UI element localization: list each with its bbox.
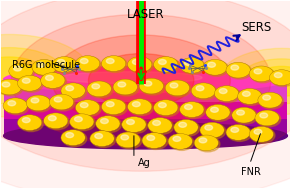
Circle shape [165,80,189,96]
Circle shape [155,58,179,74]
Circle shape [22,118,30,123]
Circle shape [155,101,179,117]
Circle shape [122,117,146,132]
Bar [3,96,288,99]
Bar [3,130,288,133]
Circle shape [154,100,178,115]
Circle shape [113,79,137,95]
Circle shape [260,113,268,118]
Circle shape [249,66,274,82]
Circle shape [199,138,207,143]
Bar [3,108,288,110]
Bar [3,91,288,94]
Circle shape [204,60,229,76]
Ellipse shape [0,34,92,117]
Circle shape [61,83,85,99]
Circle shape [91,132,116,148]
Circle shape [92,84,100,89]
Circle shape [45,114,69,130]
Circle shape [0,79,22,95]
Circle shape [205,125,213,130]
Circle shape [219,88,227,94]
Circle shape [54,97,62,102]
Circle shape [170,83,178,88]
Circle shape [249,126,274,142]
Circle shape [103,100,127,116]
Circle shape [153,120,160,125]
Circle shape [256,111,281,127]
Circle shape [242,91,250,96]
Circle shape [54,58,78,74]
Text: LASER: LASER [127,8,164,21]
Circle shape [258,92,282,108]
Circle shape [193,84,217,100]
Circle shape [37,62,45,67]
Circle shape [118,82,126,87]
Circle shape [80,103,88,108]
Ellipse shape [0,48,66,104]
Circle shape [117,133,142,149]
Circle shape [88,82,113,98]
Circle shape [132,102,140,107]
Circle shape [181,103,205,119]
Circle shape [103,57,127,73]
Circle shape [139,78,164,94]
Bar [3,133,288,136]
Circle shape [95,134,102,139]
Bar [3,125,288,127]
Circle shape [19,116,43,132]
Circle shape [173,136,181,141]
Circle shape [80,59,88,64]
Circle shape [254,69,262,74]
Text: FNR: FNR [241,167,261,177]
Ellipse shape [3,123,288,149]
Circle shape [14,66,22,71]
Ellipse shape [52,35,230,126]
Circle shape [49,94,74,110]
Circle shape [211,107,218,112]
Circle shape [2,82,10,87]
Circle shape [196,86,204,91]
Bar [3,85,288,88]
Circle shape [48,116,56,121]
Circle shape [129,100,153,116]
Ellipse shape [11,14,271,146]
Circle shape [127,119,134,125]
Circle shape [61,130,85,146]
Circle shape [263,95,271,100]
Circle shape [226,62,250,78]
Circle shape [3,98,27,114]
Circle shape [184,60,192,65]
Circle shape [231,127,239,132]
Circle shape [251,128,275,143]
Circle shape [45,75,53,81]
Circle shape [123,118,148,133]
Circle shape [66,133,74,138]
Circle shape [42,74,66,89]
Circle shape [22,78,30,83]
Circle shape [191,83,216,99]
Circle shape [170,135,194,150]
Circle shape [33,60,58,76]
Ellipse shape [0,0,291,171]
Circle shape [0,80,23,96]
Circle shape [87,81,111,97]
Circle shape [231,65,239,70]
Circle shape [17,115,42,131]
Circle shape [102,56,126,71]
Circle shape [127,99,152,115]
Circle shape [255,110,279,126]
Circle shape [141,79,165,95]
Bar [3,82,288,85]
Circle shape [44,113,68,129]
Circle shape [101,119,108,124]
Circle shape [75,100,100,115]
Circle shape [179,122,187,127]
Circle shape [175,121,200,136]
Ellipse shape [0,57,47,94]
Circle shape [75,56,100,71]
Circle shape [200,122,224,138]
Circle shape [90,131,114,146]
Circle shape [233,108,258,124]
